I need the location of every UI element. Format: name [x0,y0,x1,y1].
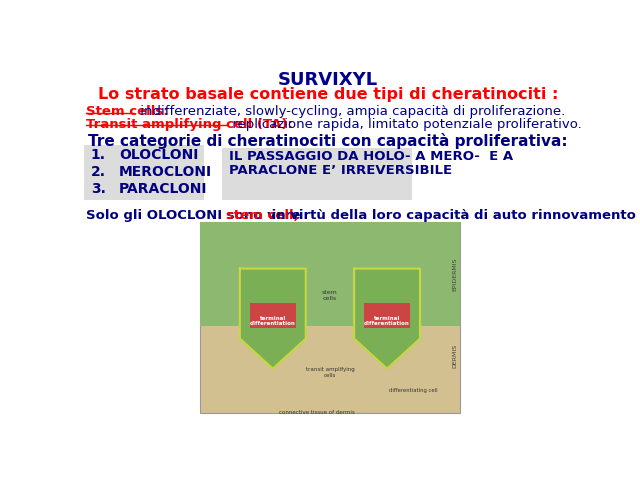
Text: Stem cells:: Stem cells: [86,105,169,119]
Text: 3.: 3. [91,182,106,196]
Text: stem
cells: stem cells [322,290,338,301]
Text: SURVIXYL: SURVIXYL [278,72,378,89]
Text: replicazione rapida, limitato potenziale proliferativo.: replicazione rapida, limitato potenziale… [228,118,582,131]
Polygon shape [354,269,420,369]
Text: Lo strato basale contiene due tipi di cheratinociti :: Lo strato basale contiene due tipi di ch… [98,87,558,102]
Text: stem cell,: stem cell, [227,208,300,222]
FancyBboxPatch shape [250,303,296,328]
Polygon shape [240,269,306,369]
Text: PARACLONE E’ IRREVERSIBILE: PARACLONE E’ IRREVERSIBILE [229,164,452,177]
Text: in virtù della loro capacità di auto rinnovamento: in virtù della loro capacità di auto rin… [267,208,636,222]
Text: OLOCLONI: OLOCLONI [119,148,198,162]
Text: 2.: 2. [91,166,106,180]
Text: MEROCLONI: MEROCLONI [119,166,212,180]
Text: 1.: 1. [91,148,106,162]
Text: DERMIS: DERMIS [452,344,458,368]
Text: terminal
differentiation: terminal differentiation [364,315,410,326]
FancyBboxPatch shape [222,148,412,200]
Text: EPIDERMIS: EPIDERMIS [452,257,458,291]
Text: indifferenziate, slowly-cycling, ampia capacità di proliferazione.: indifferenziate, slowly-cycling, ampia c… [136,105,565,119]
Text: terminal
differentiation: terminal differentiation [250,315,296,326]
Text: connective tissue of dermis: connective tissue of dermis [279,410,355,415]
FancyBboxPatch shape [200,222,460,413]
FancyBboxPatch shape [364,303,410,328]
Text: IL PASSAGGIO DA HOLO- A MERO-  E A: IL PASSAGGIO DA HOLO- A MERO- E A [229,150,513,163]
FancyBboxPatch shape [200,222,460,325]
FancyBboxPatch shape [84,144,204,200]
Text: PARACLONI: PARACLONI [119,182,207,196]
Text: Transit amplifying cell (TA):: Transit amplifying cell (TA): [86,118,293,131]
Text: Solo gli OLOCLONI sono vere: Solo gli OLOCLONI sono vere [86,208,305,222]
Text: Tre categorie di cheratinociti con capacità proliferativa:: Tre categorie di cheratinociti con capac… [88,133,568,149]
Text: transit amplifying
cells: transit amplifying cells [305,367,355,378]
Text: differentiating cell: differentiating cell [388,388,437,393]
